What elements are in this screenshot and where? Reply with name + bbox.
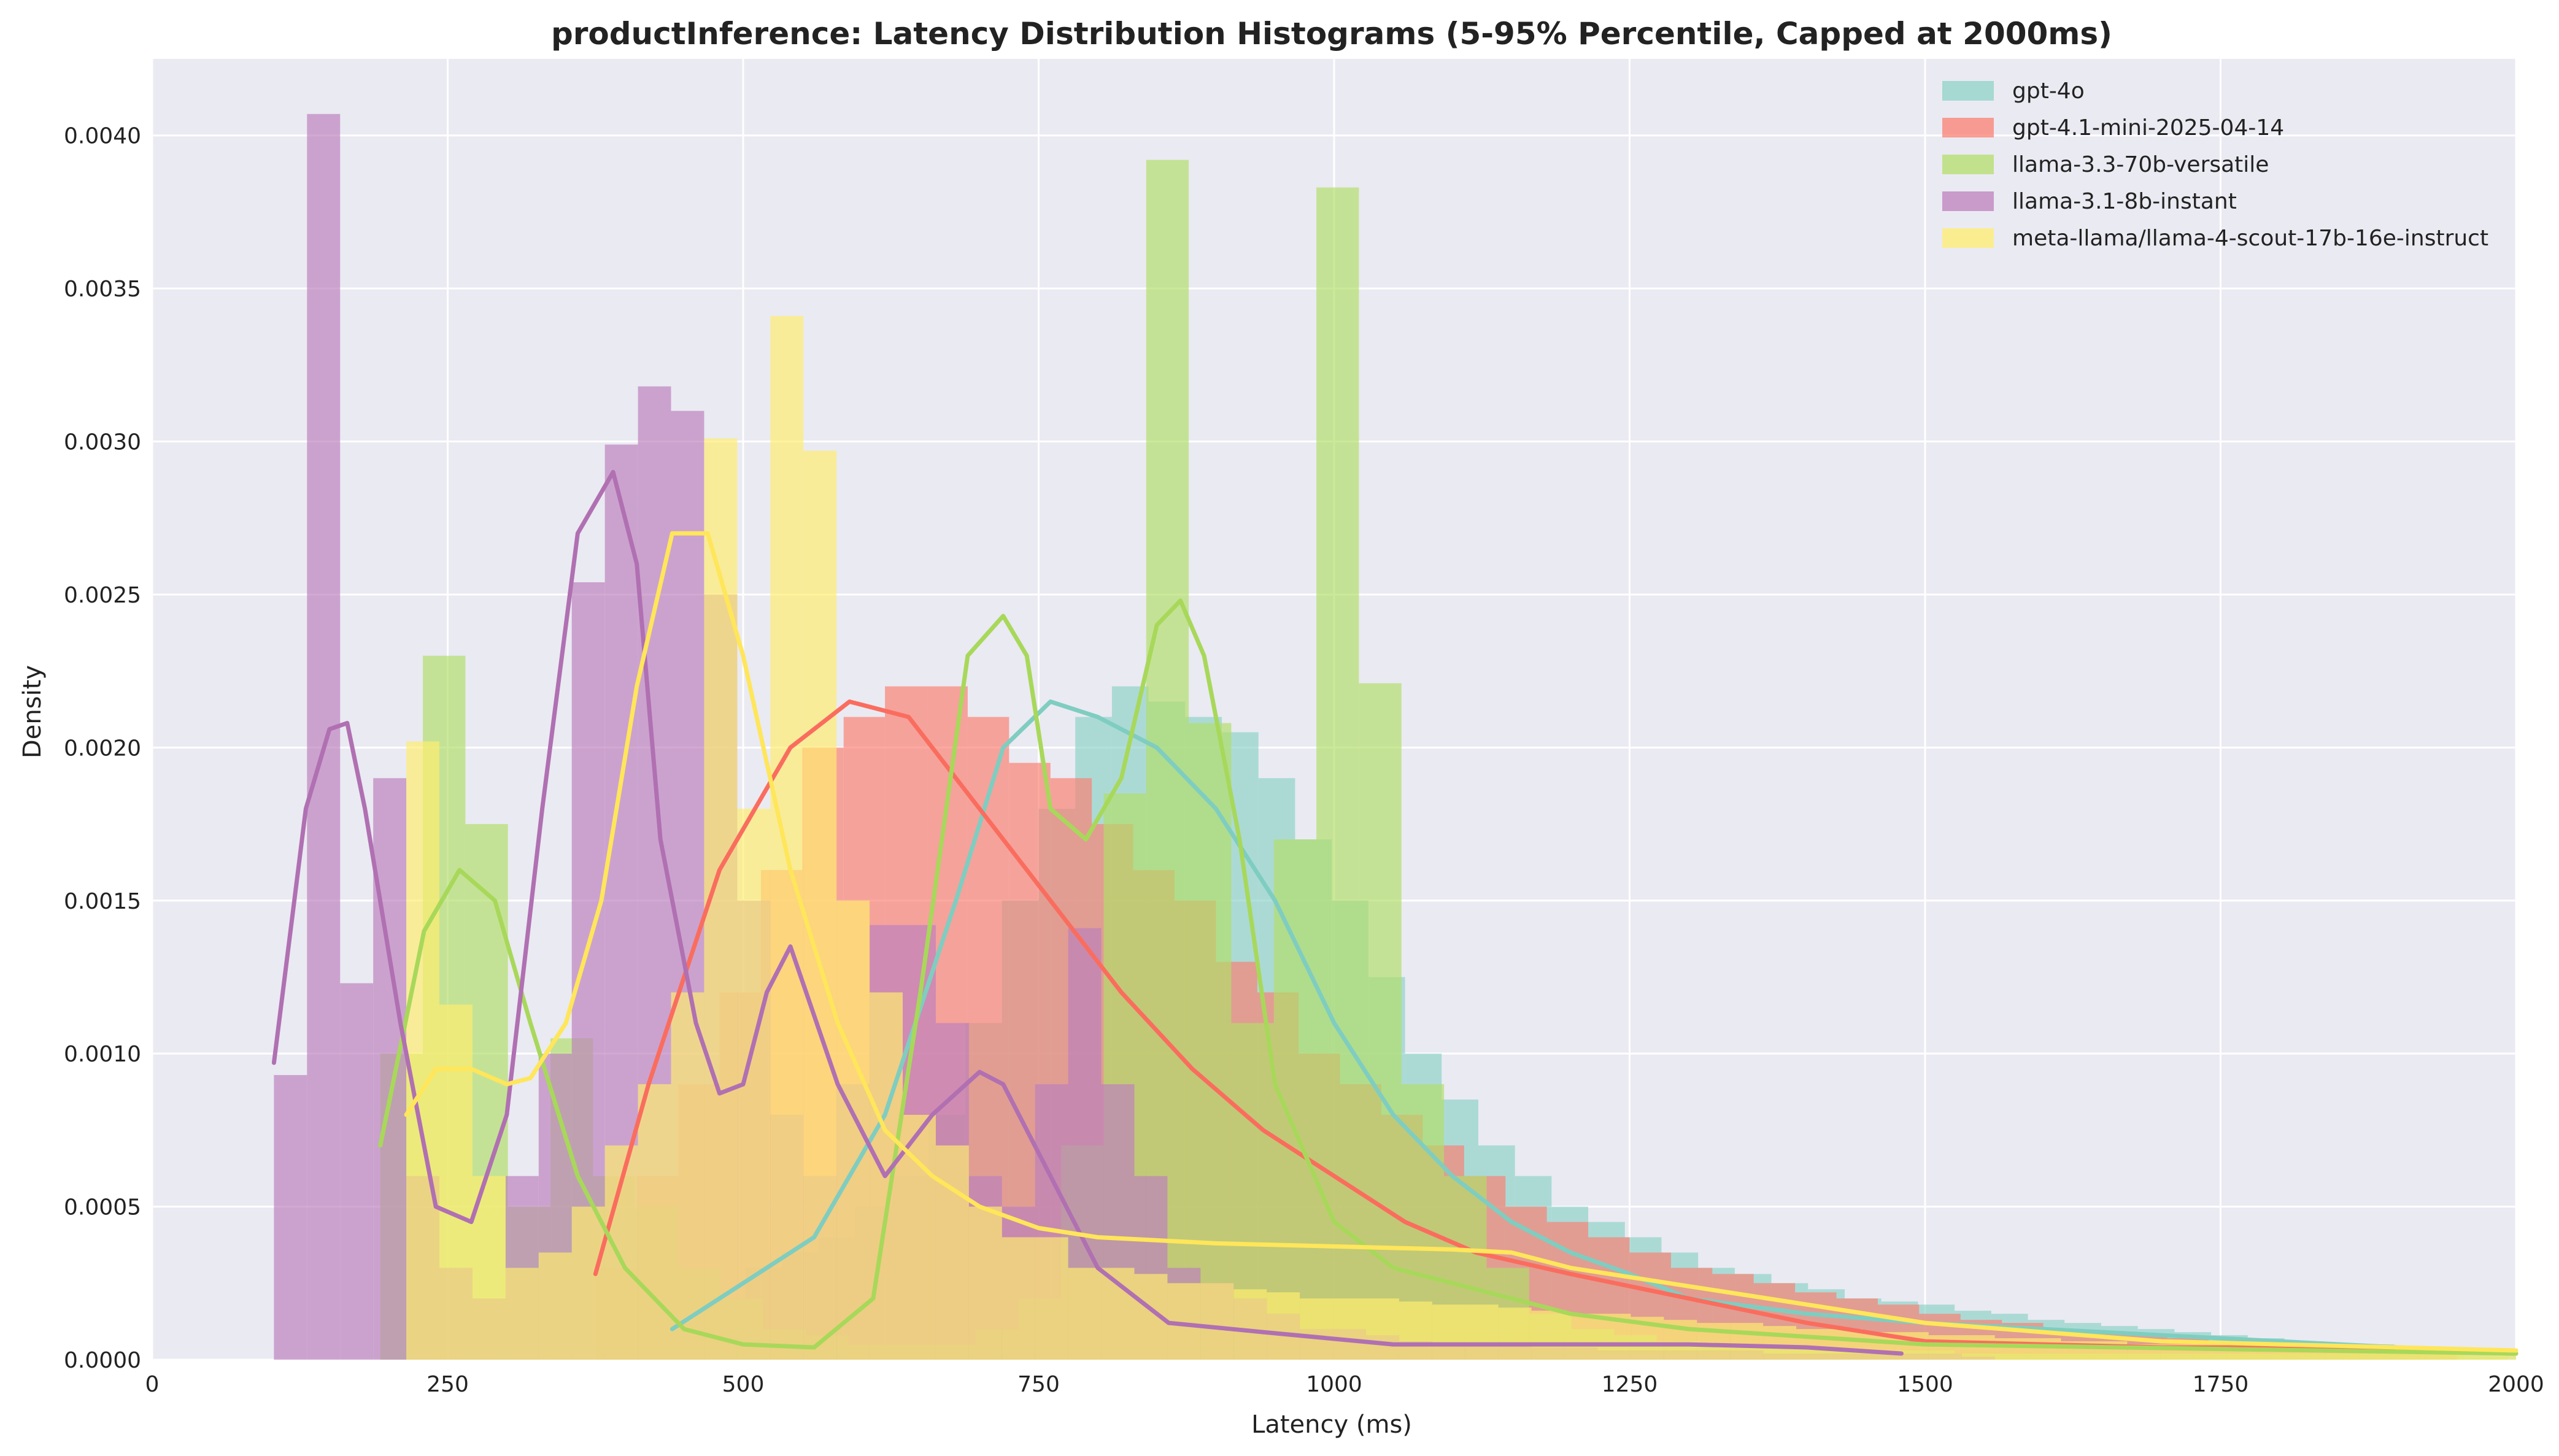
histogram-bar	[571, 1206, 605, 1360]
x-tick-label: 2000	[2488, 1372, 2544, 1397]
histogram-bar	[638, 1084, 671, 1360]
histogram-bar	[1002, 1237, 1035, 1360]
histogram-bar	[1189, 723, 1232, 1360]
x-tick-label: 250	[427, 1372, 469, 1397]
legend-item: llama-3.1-8b-instant	[1942, 189, 2237, 214]
histogram-bar	[307, 114, 341, 1360]
histogram-bar	[1035, 1237, 1068, 1360]
legend-swatch	[1942, 228, 1994, 248]
histogram-bar	[1763, 1326, 1797, 1360]
legend-label: llama-3.3-70b-versatile	[2012, 152, 2269, 177]
histogram-bar	[1200, 1283, 1234, 1360]
histogram-bar	[1267, 1292, 1300, 1360]
histogram-bar	[2028, 1338, 2061, 1360]
legend-label: gpt-4o	[2012, 79, 2085, 104]
histogram-bar	[406, 741, 440, 1360]
y-tick-label: 0.0010	[64, 1042, 141, 1067]
y-tick-label: 0.0030	[64, 430, 141, 455]
histogram-bar	[1366, 1298, 1399, 1360]
histogram-bar	[1233, 1289, 1267, 1360]
legend-swatch	[1942, 155, 1994, 174]
x-tick-label: 1750	[2193, 1372, 2249, 1397]
histogram-bar	[935, 1145, 969, 1360]
histogram-bar	[1465, 1304, 1499, 1360]
y-tick-label: 0.0005	[64, 1195, 141, 1220]
y-tick-label: 0.0020	[64, 736, 141, 761]
histogram-bar	[1564, 1314, 1598, 1360]
legend-item: llama-3.3-70b-versatile	[1942, 152, 2269, 177]
histogram-bar	[1498, 1308, 1532, 1360]
legend-label: gpt-4.1-mini-2025-04-14	[2012, 115, 2284, 141]
histogram-bar	[1531, 1311, 1565, 1360]
histogram-bar	[439, 1004, 473, 1360]
chart-title: productInference: Latency Distribution H…	[551, 16, 2112, 52]
histogram-bar	[968, 1206, 1002, 1360]
x-axis-label: Latency (ms)	[1251, 1411, 1412, 1439]
histogram-bar	[340, 983, 374, 1360]
histogram-bar	[1068, 1268, 1102, 1360]
legend-label: meta-llama/llama-4-scout-17b-16e-instruc…	[2012, 226, 2488, 251]
y-tick-label: 0.0040	[64, 124, 141, 149]
histogram-bar	[1300, 1298, 1334, 1360]
histogram-bar	[1432, 1304, 1465, 1360]
y-tick-label: 0.0025	[64, 583, 141, 608]
histogram-bar	[373, 778, 407, 1360]
histogram-bar	[1399, 1301, 1432, 1360]
x-tick-label: 1500	[1897, 1372, 1953, 1397]
legend-label: llama-3.1-8b-instant	[2012, 189, 2237, 214]
histogram-bar	[274, 1075, 307, 1360]
kde-line	[378, 598, 2518, 1356]
legend-item: meta-llama/llama-4-scout-17b-16e-instruc…	[1942, 226, 2488, 251]
kde-line	[670, 699, 2518, 1356]
histogram-bar	[671, 992, 704, 1360]
x-tick-label: 500	[722, 1372, 765, 1397]
x-tick-label: 750	[1017, 1372, 1060, 1397]
kde-line	[404, 531, 2518, 1353]
histogram-bar	[836, 900, 870, 1360]
legend-item: gpt-4o	[1942, 79, 2085, 104]
histogram-bar	[770, 316, 804, 1360]
histogram-bar	[2491, 1354, 2516, 1360]
kde-curves	[271, 469, 2518, 1356]
histogram-bar	[505, 1268, 539, 1360]
legend-swatch	[1942, 81, 1994, 101]
y-axis-label: Density	[18, 665, 47, 758]
histogram-bar	[2458, 1354, 2491, 1360]
histogram-bar	[1829, 1329, 1862, 1360]
legend-swatch	[1942, 118, 1994, 137]
histogram-bar	[1333, 1298, 1367, 1360]
x-tick-label: 1000	[1306, 1372, 1362, 1397]
axes: 0 250 500 750 1000 1250 1500 1750 2000 0.0000 0.00…	[64, 124, 2544, 1397]
x-tick-label: 0	[145, 1372, 160, 1397]
legend: gpt-4o gpt-4.1-mini-2025-04-14 llama-3.3-7…	[1942, 79, 2488, 251]
histogram-bar	[1928, 1335, 1962, 1360]
histogram-bar	[1796, 1329, 1829, 1360]
histogram-bar	[538, 1252, 572, 1360]
x-tick-label: 1250	[1602, 1372, 1658, 1397]
kde-line	[271, 469, 1904, 1356]
legend-item: gpt-4.1-mini-2025-04-14	[1942, 115, 2284, 141]
y-tick-label: 0.0035	[64, 277, 141, 302]
y-tick-label: 0.0000	[64, 1348, 141, 1373]
histogram-bar	[1730, 1323, 1764, 1360]
legend-swatch	[1942, 191, 1994, 211]
histogram-bar	[1316, 187, 1359, 1360]
y-tick-label: 0.0015	[64, 889, 141, 914]
